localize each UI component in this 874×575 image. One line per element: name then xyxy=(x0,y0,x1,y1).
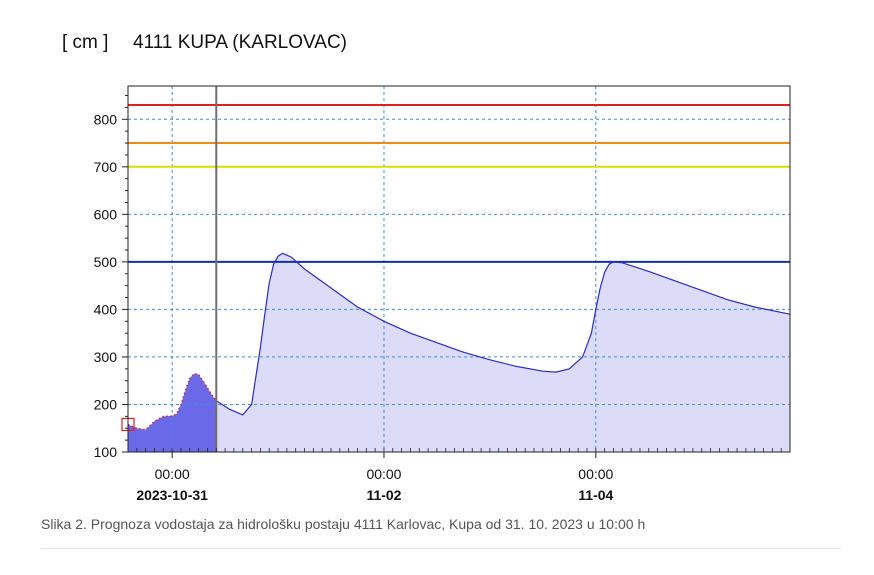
water-level-chart: [ cm ] 4111 KUPA (KARLOVAC) 100 200 300 400… xyxy=(62,32,791,503)
y-tick-label: 800 xyxy=(94,111,118,127)
x-tick-label-time: 00:00 xyxy=(578,466,613,482)
x-tick-label-time: 00:00 xyxy=(366,466,401,482)
divider xyxy=(41,548,841,549)
x-tick-label-time: 00:00 xyxy=(155,466,190,482)
y-tick-label: 600 xyxy=(94,206,118,222)
x-tick-label-date: 11-04 xyxy=(578,487,613,503)
observed-line xyxy=(127,372,217,431)
forecast-area xyxy=(216,253,791,452)
plot-area: 100 200 300 400 500 600 700 800 00:00 2023-10-31 0… xyxy=(94,85,791,503)
x-tick-label-date: 11-02 xyxy=(366,487,401,503)
y-tick-label: 400 xyxy=(94,301,118,317)
y-tick-label: 100 xyxy=(94,444,118,460)
observed-area xyxy=(128,373,217,452)
plot-frame xyxy=(127,85,791,453)
y-tick-label: 300 xyxy=(94,349,118,365)
y-tick-label: 700 xyxy=(94,159,118,175)
figure-caption: Slika 2. Prognoza vodostaja za hidrološk… xyxy=(41,516,646,532)
unit-label: [ cm ] xyxy=(62,32,108,53)
chart-title: 4111 KUPA (KARLOVAC) xyxy=(133,32,347,53)
y-tick-label: 200 xyxy=(94,396,118,412)
forecast-line xyxy=(215,252,791,416)
x-tick-label-date: 2023-10-31 xyxy=(136,487,208,503)
y-tick-label: 500 xyxy=(94,254,118,270)
